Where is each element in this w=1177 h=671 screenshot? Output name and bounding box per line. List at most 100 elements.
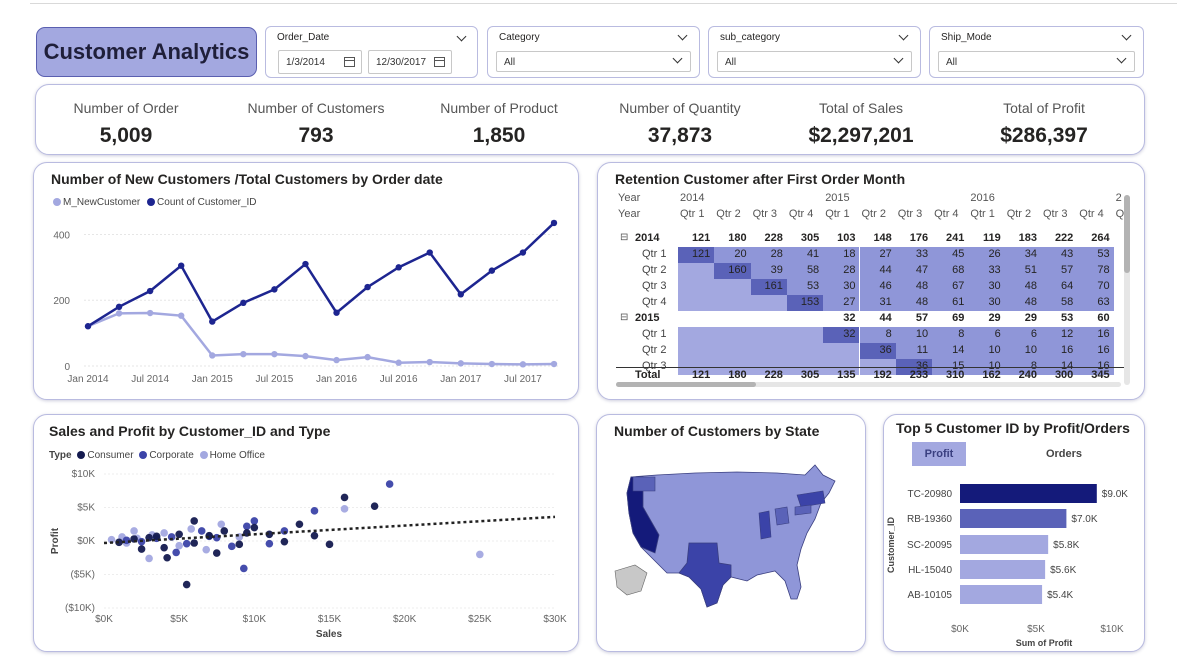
matrix-cell[interactable]: 233 — [909, 369, 929, 381]
matrix-cell[interactable]: 345 — [1091, 369, 1110, 381]
matrix-cell[interactable]: 241 — [946, 232, 965, 244]
matrix-cell[interactable]: 48 — [1004, 279, 1041, 295]
matrix-cell[interactable]: 28 — [823, 263, 860, 279]
chevron-down-icon[interactable] — [893, 53, 904, 64]
matrix-cell[interactable]: 8 — [859, 327, 896, 343]
state-new-york[interactable] — [796, 490, 826, 508]
matrix-cell[interactable]: 103 — [837, 232, 856, 244]
matrix-cell[interactable]: 41 — [786, 247, 824, 263]
state-alaska[interactable] — [614, 564, 648, 596]
matrix-cell[interactable] — [678, 311, 714, 327]
matrix-cell[interactable]: 183 — [1018, 232, 1037, 244]
matrix-cell[interactable] — [750, 343, 787, 359]
matrix-cell[interactable]: 30 — [968, 279, 1005, 295]
matrix-cell[interactable]: 12 — [1041, 327, 1078, 343]
matrix-cell[interactable]: 60 — [1097, 312, 1110, 324]
end-date-input[interactable]: 12/30/2017 — [368, 50, 452, 74]
matrix-cell[interactable]: 162 — [982, 369, 1001, 381]
matrix-cell[interactable] — [678, 327, 715, 343]
matrix-cell[interactable]: 10 — [1004, 343, 1041, 359]
matrix-cell[interactable]: 63 — [1077, 295, 1114, 311]
matrix-cell[interactable]: 228 — [764, 369, 783, 381]
scrollbar-thumb[interactable] — [1124, 195, 1130, 273]
matrix-cell[interactable]: 64 — [1041, 279, 1078, 295]
us-mainland-shape[interactable] — [626, 464, 836, 608]
matrix-cell[interactable]: 14 — [932, 343, 969, 359]
us-map[interactable] — [597, 415, 867, 653]
matrix-cell[interactable]: 310 — [946, 369, 965, 381]
matrix-cell[interactable] — [678, 343, 715, 359]
matrix-cell[interactable]: 61 — [932, 295, 969, 311]
state-illinois[interactable] — [758, 510, 772, 540]
matrix-cell[interactable]: 10 — [895, 327, 933, 343]
matrix-cell[interactable]: 176 — [909, 232, 929, 244]
top5-bar-chart[interactable]: TC-20980 $9.0K RB-19360 $7.0K SC-20095 $5.8K H… — [884, 415, 1146, 653]
matrix-cell[interactable]: 68 — [932, 263, 969, 279]
matrix-cell[interactable]: 47 — [895, 263, 933, 279]
matrix-cell[interactable]: 30 — [823, 279, 860, 295]
matrix-cell[interactable]: 46 — [859, 279, 896, 295]
matrix-cell[interactable]: 192 — [873, 369, 892, 381]
matrix-cell[interactable]: 8 — [932, 327, 969, 343]
matrix-cell[interactable]: 300 — [1054, 369, 1074, 381]
matrix-cell[interactable]: 121 — [678, 247, 715, 263]
matrix-cell[interactable] — [678, 279, 715, 295]
chevron-down-icon[interactable] — [677, 30, 688, 41]
matrix-cell[interactable] — [714, 327, 751, 343]
matrix-cell[interactable]: 119 — [982, 232, 1001, 244]
matrix-cell[interactable]: 29 — [988, 312, 1001, 324]
ship-mode-select[interactable]: All — [938, 51, 1135, 72]
state-texas[interactable] — [678, 542, 732, 608]
matrix-cell[interactable]: 222 — [1054, 232, 1074, 244]
retention-matrix[interactable]: Year Year 2014 2015 2016 2 Qtr 1 Qtr 2 Qtr 3 Qtr … — [598, 163, 1144, 399]
matrix-cell[interactable]: 48 — [1004, 295, 1041, 311]
state-california[interactable] — [626, 476, 660, 554]
matrix-cell[interactable] — [678, 263, 715, 279]
matrix-cell[interactable]: 160 — [714, 263, 751, 279]
matrix-cell[interactable] — [787, 311, 823, 327]
scrollbar-thumb[interactable] — [616, 382, 756, 387]
matrix-cell[interactable]: 57 — [915, 312, 929, 324]
matrix-cell[interactable]: 10 — [968, 343, 1005, 359]
matrix-cell[interactable]: 16 — [1077, 327, 1114, 343]
category-slicer[interactable]: Category All — [487, 26, 700, 78]
matrix-cell[interactable]: 6 — [1004, 327, 1041, 343]
matrix-cell[interactable]: 16 — [1077, 343, 1114, 359]
category-select[interactable]: All — [496, 51, 691, 72]
line-chart-plot[interactable]: 0 200 400 Jan 2014 Jul 2014 Jan 2015 Jul 2015 J… — [34, 163, 580, 401]
matrix-cell[interactable]: 58 — [786, 263, 824, 279]
matrix-cell[interactable]: 180 — [728, 232, 747, 244]
collapse-icon[interactable]: ⊟ — [620, 232, 629, 243]
matrix-cell[interactable]: 45 — [932, 247, 969, 263]
matrix-cell[interactable] — [786, 327, 824, 343]
matrix-cell[interactable] — [714, 311, 750, 327]
state-pennsylvania[interactable] — [794, 504, 812, 516]
matrix-cell[interactable]: 43 — [1041, 247, 1078, 263]
matrix-cell[interactable]: 305 — [800, 232, 820, 244]
matrix-cell[interactable] — [751, 311, 787, 327]
matrix-cell[interactable]: 69 — [952, 312, 965, 324]
matrix-cell[interactable] — [823, 343, 860, 359]
sub-category-select[interactable]: All — [717, 51, 912, 72]
matrix-cell[interactable]: 29 — [1024, 312, 1037, 324]
matrix-cell[interactable]: 48 — [895, 295, 933, 311]
matrix-cell[interactable]: 53 — [1061, 312, 1074, 324]
matrix-cell[interactable] — [750, 295, 787, 311]
matrix-cell[interactable]: 33 — [895, 247, 933, 263]
matrix-cell[interactable]: 121 — [691, 369, 711, 381]
calendar-icon[interactable] — [434, 57, 445, 67]
matrix-cell[interactable]: 44 — [879, 312, 892, 324]
matrix-cell[interactable]: 51 — [1004, 263, 1041, 279]
matrix-cell[interactable]: 20 — [714, 247, 751, 263]
collapse-icon[interactable]: ⊟ — [620, 312, 629, 323]
state-washington[interactable] — [632, 476, 656, 492]
matrix-cell[interactable]: 34 — [1004, 247, 1041, 263]
matrix-cell[interactable]: 305 — [800, 369, 820, 381]
matrix-cell[interactable]: 36 — [859, 343, 896, 359]
matrix-cell[interactable]: 148 — [873, 232, 892, 244]
matrix-cell[interactable]: 32 — [823, 327, 860, 343]
matrix-cell[interactable]: 32 — [843, 312, 856, 324]
matrix-cell[interactable]: 67 — [932, 279, 969, 295]
matrix-cell[interactable]: 31 — [859, 295, 896, 311]
matrix-cell[interactable]: 135 — [837, 369, 856, 381]
